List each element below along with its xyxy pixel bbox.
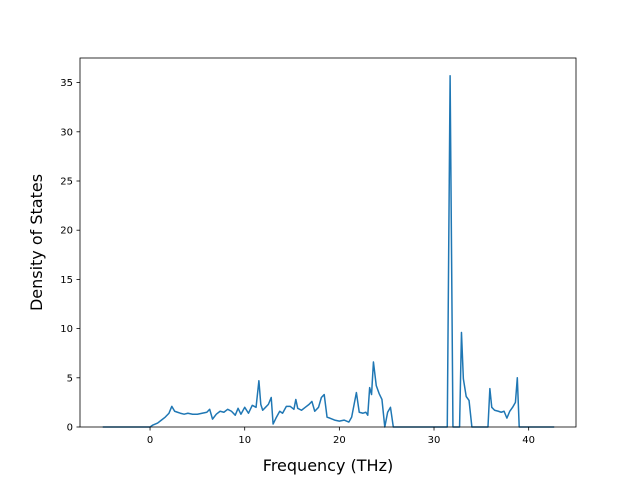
y-axis-label: Density of States (27, 174, 46, 311)
x-axis-label: Frequency (THz) (263, 456, 393, 475)
x-tick-label: 20 (333, 435, 346, 446)
x-tick-label: 0 (147, 435, 153, 446)
y-tick-label: 35 (60, 78, 73, 89)
axes-frame (79, 57, 577, 428)
y-tick-label: 15 (60, 275, 73, 286)
x-tick-label: 30 (428, 435, 441, 446)
x-tick-label: 40 (522, 435, 535, 446)
x-tick-label: 10 (238, 435, 251, 446)
plot-area (102, 74, 555, 428)
dos-series-line-0 (102, 74, 555, 428)
axis-ticks: 0 10 20 30 40 0 5 10 15 20 25 30 35 (60, 78, 535, 446)
y-tick-label: 5 (67, 373, 73, 384)
y-tick-label: 20 (60, 226, 73, 237)
y-tick-label: 10 (60, 324, 73, 335)
y-tick-label: 30 (60, 127, 73, 138)
y-tick-label: 0 (67, 423, 73, 434)
y-tick-label: 25 (60, 177, 73, 188)
